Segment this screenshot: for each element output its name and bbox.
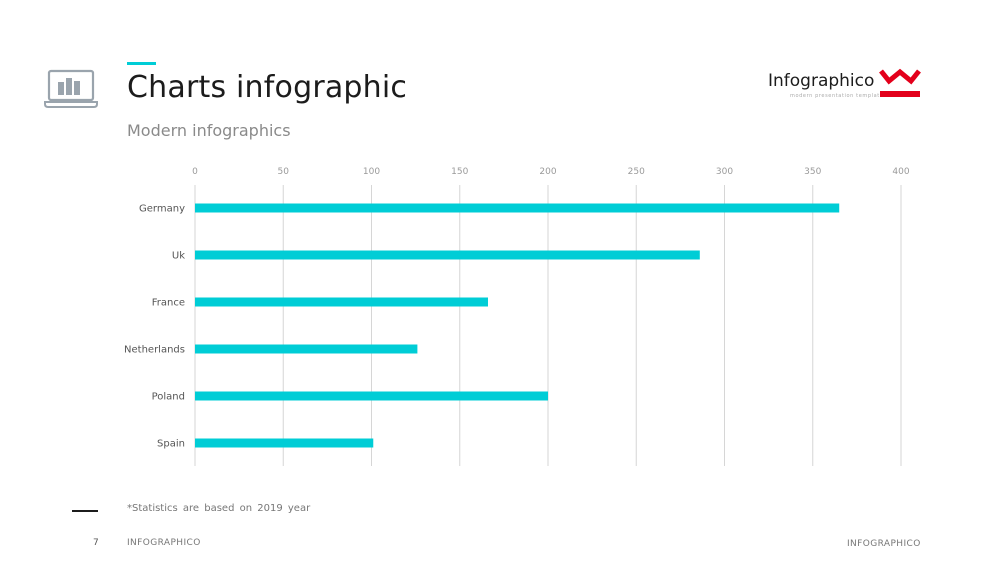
x-tick-label: 150 <box>451 167 468 177</box>
category-label: France <box>152 298 185 309</box>
x-tick-label: 300 <box>716 167 733 177</box>
statistics-footnote: *Statistics are based on 2019 year <box>127 503 311 514</box>
category-label: Spain <box>157 439 185 450</box>
x-tick-label: 250 <box>628 167 645 177</box>
x-tick-label: 0 <box>192 167 198 177</box>
bar-france <box>195 297 488 307</box>
footer-divider <box>72 510 98 512</box>
footer-brand-right: INFOGRAPHICO <box>847 539 921 549</box>
category-label: Uk <box>172 251 185 262</box>
brand-tagline: modern presentation templates <box>790 93 887 99</box>
category-label: Netherlands <box>124 345 185 356</box>
x-tick-label: 350 <box>804 167 821 177</box>
x-tick-label: 50 <box>278 167 290 177</box>
brand-name: Infographico <box>768 71 875 91</box>
page-number: 7 <box>93 538 99 548</box>
bar-poland <box>195 391 548 401</box>
title-accent-bar <box>127 62 156 65</box>
page-title: Charts infographic <box>127 70 408 105</box>
category-label: Germany <box>139 204 185 215</box>
x-tick-label: 400 <box>892 167 909 177</box>
category-label: Poland <box>152 392 185 403</box>
laptop-chart-icon <box>44 69 98 108</box>
bar-germany <box>195 203 840 213</box>
brand-logo-icon <box>879 68 921 97</box>
bar-uk <box>195 250 700 260</box>
x-tick-label: 100 <box>363 167 380 177</box>
bar-netherlands <box>195 344 418 354</box>
x-tick-label: 200 <box>539 167 556 177</box>
bar-spain <box>195 438 374 448</box>
page-subtitle: Modern infographics <box>127 121 291 140</box>
footer-brand-left: INFOGRAPHICO <box>127 538 201 548</box>
